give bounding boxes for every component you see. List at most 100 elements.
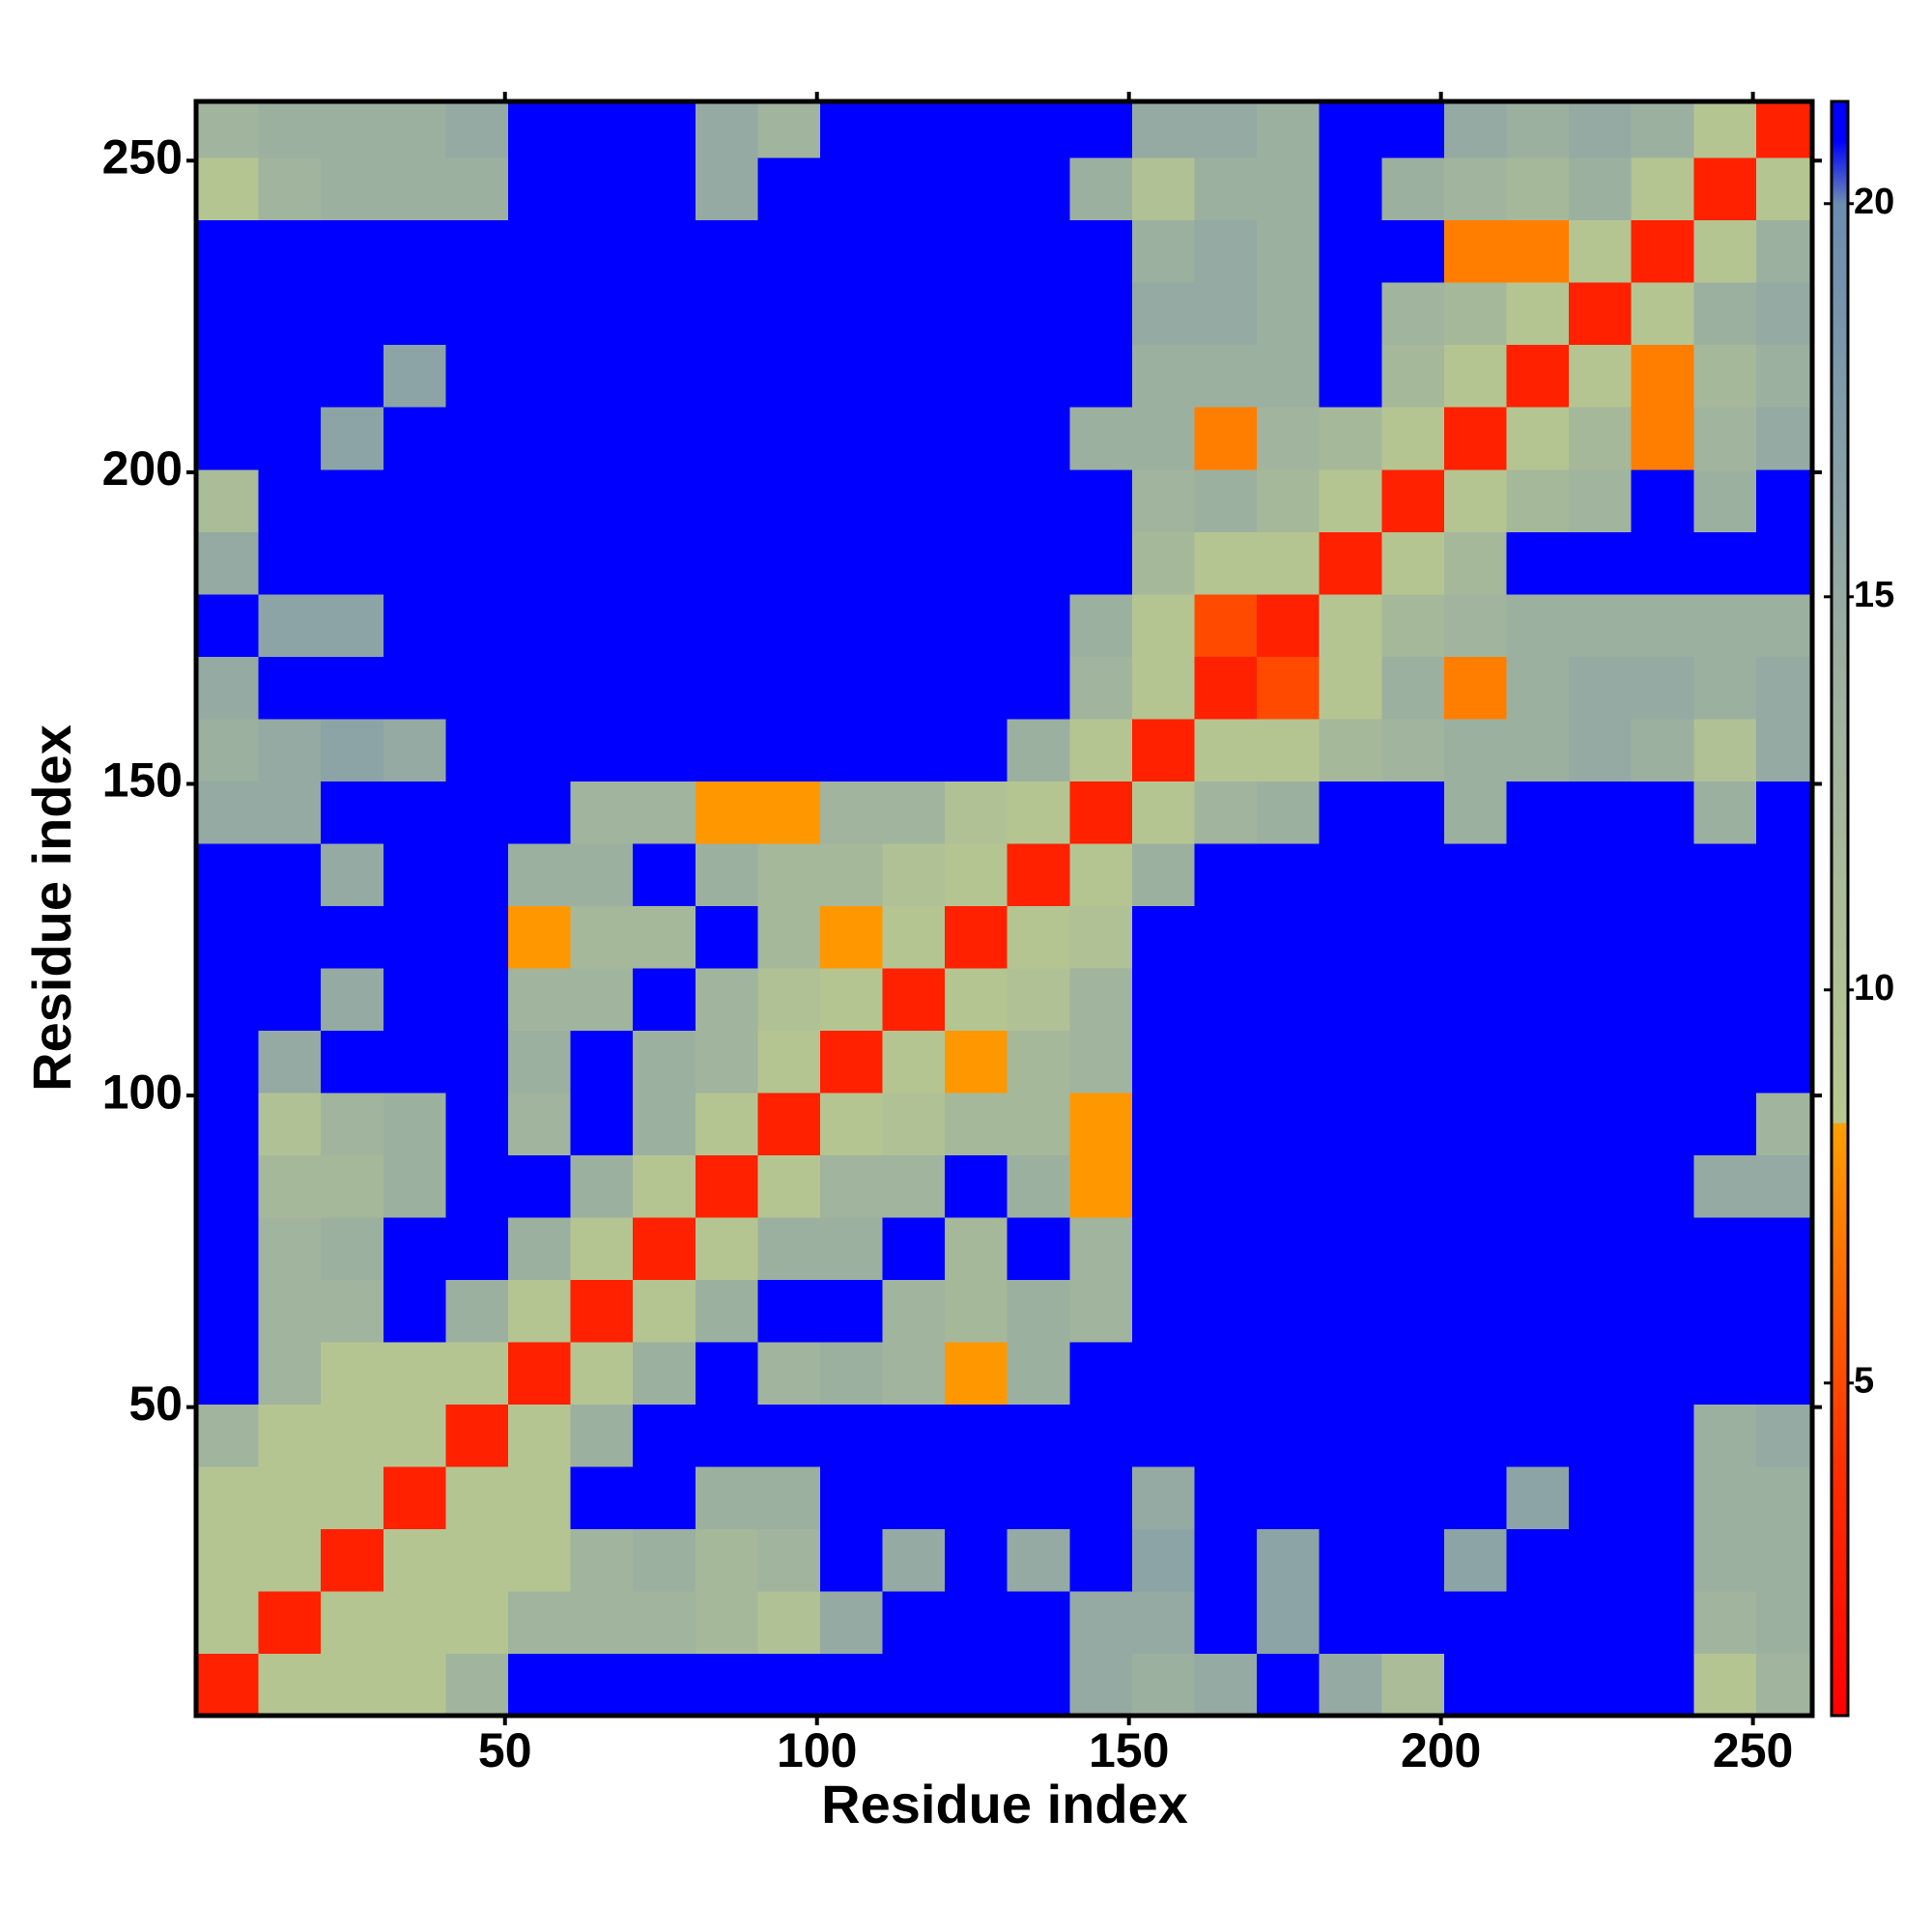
heatmap-cell (882, 1590, 946, 1655)
heatmap-cell (196, 1279, 260, 1343)
heatmap-cell (1755, 1653, 1813, 1717)
heatmap-cell (1257, 718, 1321, 781)
heatmap-cell (1381, 1465, 1445, 1530)
heatmap-cell (258, 656, 322, 720)
heatmap-cell (196, 407, 260, 470)
heatmap-cell (819, 344, 884, 408)
heatmap-cell (445, 781, 509, 844)
heatmap-cell (1569, 781, 1633, 844)
heatmap-cell (258, 1465, 322, 1530)
heatmap-cell (321, 344, 384, 408)
heatmap-cell (445, 967, 509, 1031)
heatmap-cell (445, 1341, 509, 1406)
heatmap-cell (445, 531, 509, 595)
heatmap-cell (695, 1404, 758, 1467)
heatmap-cell (507, 1279, 572, 1343)
heatmap-cell (757, 1465, 821, 1530)
heatmap-cell (695, 282, 758, 346)
heatmap-cell (1131, 781, 1196, 844)
heatmap-cell (757, 1216, 821, 1280)
heatmap-cell (1069, 718, 1133, 781)
heatmap-cell (570, 219, 634, 283)
heatmap-cell (819, 1092, 884, 1155)
heatmap-cell (819, 593, 884, 657)
heatmap-cell (1007, 781, 1070, 844)
heatmap-cell (1257, 842, 1321, 906)
heatmap-cell (570, 407, 634, 470)
heatmap-cell (1506, 905, 1570, 969)
heatmap-cell (1443, 282, 1508, 346)
heatmap-cell (1319, 1279, 1382, 1343)
heatmap-cell (882, 1154, 946, 1218)
heatmap-cell (383, 967, 446, 1031)
heatmap-cell (945, 905, 1009, 969)
heatmap-cell (1007, 1030, 1070, 1094)
heatmap-cell (1319, 219, 1382, 283)
heatmap-cell (1631, 593, 1694, 657)
heatmap-cell (383, 1590, 446, 1655)
heatmap-cell (1257, 1590, 1321, 1655)
heatmap-cell (1131, 967, 1196, 1031)
heatmap-cell (507, 656, 572, 720)
heatmap-cell (1131, 1465, 1196, 1530)
heatmap-cell (383, 1465, 446, 1530)
heatmap-cell (507, 1092, 572, 1155)
x-tick-label: 250 (1713, 1723, 1793, 1777)
heatmap-cell (1443, 407, 1508, 470)
heatmap-cell (695, 593, 758, 657)
heatmap-cell (570, 1653, 634, 1717)
heatmap-cell (1257, 282, 1321, 346)
heatmap-cell (819, 1279, 884, 1343)
heatmap-cell (633, 781, 696, 844)
heatmap-cell (1257, 219, 1321, 283)
heatmap-cell (1443, 905, 1508, 969)
heatmap-cell (1069, 531, 1133, 595)
heatmap-cell (1007, 1465, 1070, 1530)
heatmap-cell (819, 1653, 884, 1717)
heatmap-cell (633, 1279, 696, 1343)
heatmap-cell (1381, 905, 1445, 969)
heatmap-cell (633, 219, 696, 283)
heatmap-cell (1506, 1154, 1570, 1218)
heatmap-cell (1755, 282, 1813, 346)
heatmap-cell (507, 344, 572, 408)
heatmap-cell (695, 1341, 758, 1406)
heatmap-cell (1443, 1590, 1508, 1655)
heatmap-cell (1755, 344, 1813, 408)
heatmap-cell (1569, 469, 1633, 532)
heatmap-cell (1443, 531, 1508, 595)
heatmap-cell (1755, 469, 1813, 532)
heatmap-cell (321, 1216, 384, 1280)
heatmap-cell (383, 344, 446, 408)
heatmap-cell (1506, 101, 1570, 158)
heatmap-cell (695, 344, 758, 408)
heatmap-cell (819, 1590, 884, 1655)
heatmap-cell (321, 1154, 384, 1218)
heatmap-cell (507, 1154, 572, 1218)
heatmap-cell (882, 1653, 946, 1717)
heatmap-cell (1319, 967, 1382, 1031)
heatmap-cell (383, 1092, 446, 1155)
heatmap-cell (1755, 1341, 1813, 1406)
heatmap-cell (1443, 842, 1508, 906)
heatmap-cell (882, 842, 946, 906)
heatmap-cell (1631, 1653, 1694, 1717)
heatmap-cell (757, 718, 821, 781)
heatmap-cell (1381, 407, 1445, 470)
heatmap-cell (507, 718, 572, 781)
heatmap-cell (383, 1154, 446, 1218)
heatmap-cell (633, 1465, 696, 1530)
heatmap-cell (757, 1653, 821, 1717)
heatmap-cell (1443, 1404, 1508, 1467)
heatmap-cell (757, 1030, 821, 1094)
plot-frame (193, 99, 1815, 1719)
heatmap-cell (258, 1216, 322, 1280)
heatmap-cell (1069, 967, 1133, 1031)
heatmap-cell (1131, 593, 1196, 657)
heatmap-cell (1257, 407, 1321, 470)
heatmap-cell (757, 1341, 821, 1406)
heatmap-cell (1631, 1279, 1694, 1343)
heatmap-cell (1506, 219, 1570, 283)
heatmap-cell (1069, 282, 1133, 346)
